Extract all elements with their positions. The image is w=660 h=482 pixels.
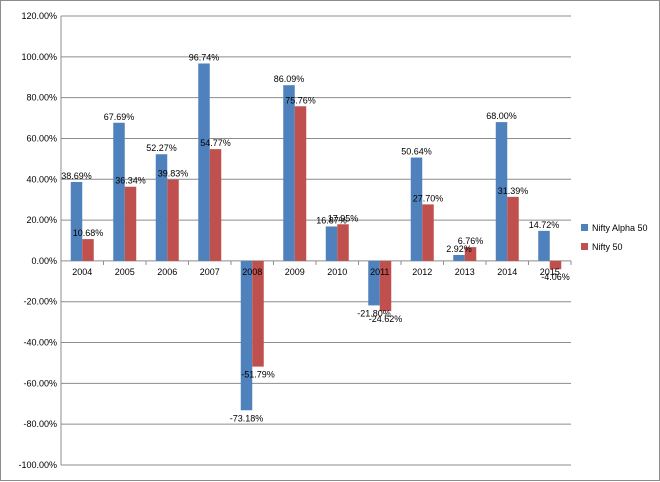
data-label: -73.18% [230,413,264,423]
y-tick-label: -40.00% [23,338,57,348]
bar-nifty-50 [549,260,562,270]
bar-nifty-alpha-50 [283,85,295,261]
y-tick-label: 100.00% [21,52,57,62]
bar-nifty-50 [464,247,477,261]
bar-nifty-50 [379,260,392,312]
bar-nifty-50 [124,186,137,261]
data-label: 67.69% [104,112,135,122]
data-label: 10.68% [73,228,104,238]
bar-nifty-alpha-50 [155,154,168,261]
data-label: 36.34% [115,176,146,186]
bar-nifty-alpha-50 [410,157,423,261]
x-tick-label: 2009 [285,267,305,277]
legend-swatch [581,243,588,250]
bar-nifty-50 [167,179,179,261]
data-label: -4.06% [541,272,570,282]
data-label: 38.69% [61,171,92,181]
bar-nifty-alpha-50 [113,122,125,261]
y-tick-label: -20.00% [23,297,57,307]
bar-nifty-50 [82,239,94,261]
x-tick-label: 2013 [455,267,475,277]
bar-nifty-alpha-50 [70,181,83,261]
legend-label: Nifty Alpha 50 [592,223,648,233]
bar-nifty-alpha-50 [325,226,338,261]
x-tick-label: 2011 [370,267,389,277]
bar-nifty-alpha-50 [240,260,253,411]
bar-nifty-alpha-50 [368,260,380,306]
x-tick-label: 2014 [497,267,517,277]
y-tick-label: 40.00% [26,174,57,184]
data-label: 6.76% [458,236,484,246]
data-label: -51.79% [241,370,275,380]
data-label: 50.64% [401,147,432,157]
bar-nifty-50 [337,224,349,261]
bar-nifty-alpha-50 [198,63,210,261]
legend-label: Nifty 50 [592,242,623,252]
data-label: 68.00% [486,111,517,121]
x-tick-label: 2008 [242,267,262,277]
legend-swatch [581,224,588,231]
data-label: 17.95% [328,213,359,223]
x-tick-label: 2015 [540,267,560,277]
data-label: 16.87% [316,215,347,225]
y-tick-label: 0.00% [31,256,57,266]
y-tick-label: 60.00% [26,133,57,143]
x-tick-label: 2007 [200,267,220,277]
data-label: 27.70% [413,193,444,203]
bar-nifty-50 [422,204,434,261]
data-label: 75.76% [285,95,316,105]
data-label: 14.72% [529,220,560,230]
bar-nifty-50 [294,106,307,261]
y-tick-label: 120.00% [21,11,57,21]
bar-nifty-50 [252,260,264,367]
y-tick-label: -100.00% [18,460,57,470]
x-tick-label: 2004 [72,267,92,277]
x-tick-label: 2006 [157,267,177,277]
data-label: 96.74% [189,52,220,62]
data-label: -24.62% [369,314,403,324]
data-label: 54.77% [200,138,231,148]
y-tick-label: -60.00% [23,378,57,388]
data-label: 39.83% [158,169,189,179]
x-tick-label: 2010 [327,267,347,277]
data-label: 2.92% [446,244,472,254]
x-tick-label: 2005 [115,267,135,277]
bar-nifty-50 [507,196,519,261]
bar-nifty-50 [209,149,222,261]
y-tick-label: 80.00% [26,93,57,103]
bar-nifty-alpha-50 [538,230,550,261]
y-tick-label: 20.00% [26,215,57,225]
y-tick-label: -80.00% [23,419,57,429]
data-label: 52.27% [146,143,177,153]
x-tick-label: 2012 [412,267,432,277]
bar-nifty-alpha-50 [495,122,508,261]
bar-nifty-alpha-50 [453,254,465,261]
data-label: -21.80% [357,308,391,318]
data-label: 31.39% [498,186,529,196]
data-label: 86.09% [274,74,305,84]
